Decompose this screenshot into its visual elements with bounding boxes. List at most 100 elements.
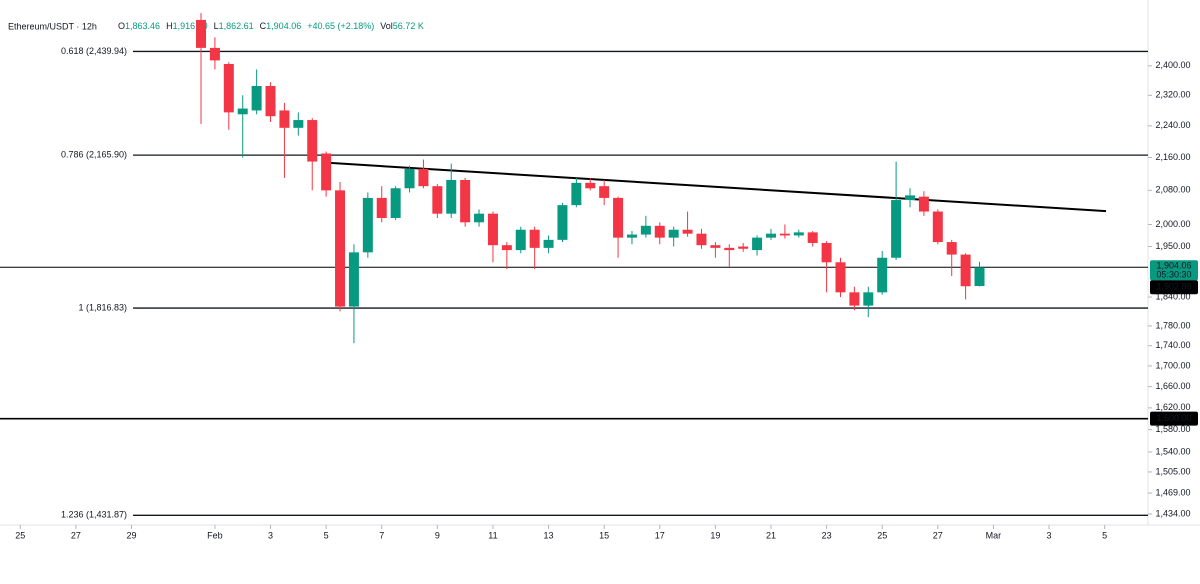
candle-body — [807, 232, 818, 243]
header-key: L — [214, 21, 219, 31]
y-tick-label: 1,740.00 — [1155, 340, 1190, 350]
candle-body — [460, 179, 471, 223]
candle-body — [821, 242, 832, 263]
candle-body — [877, 257, 888, 293]
candle-body — [752, 237, 763, 251]
y-tick-label: 1,700.00 — [1155, 360, 1190, 370]
candle-body — [487, 213, 498, 246]
fib-label: 1.236 (1,431.87) — [61, 510, 127, 520]
candle-body — [710, 245, 721, 248]
y-tick-label: 1,580.00 — [1155, 424, 1190, 434]
header-value: 1,862.61 — [219, 21, 254, 31]
candle-body — [251, 86, 262, 111]
candle-body — [626, 234, 637, 238]
ohlc-header: O1,863.46 H1,916.10 L1,862.61 C1,904.06 +40.… — [118, 21, 424, 31]
candle-body — [779, 233, 790, 236]
x-tick-label: 19 — [710, 530, 720, 540]
symbol-title: Ethereum/USDT · 12h — [8, 21, 97, 31]
support-tag-box — [1150, 411, 1198, 426]
x-tick-label: Mar — [986, 530, 1002, 540]
candle-body — [835, 262, 846, 293]
x-tick-label: 15 — [599, 530, 609, 540]
candle-body — [974, 267, 985, 287]
candle-body — [738, 246, 749, 249]
candle-body — [543, 239, 554, 248]
last-price-tag-box — [1150, 260, 1198, 281]
header-value: 1,904.06 — [266, 21, 301, 31]
y-tick-label: 1,780.00 — [1155, 320, 1190, 330]
candle-body — [946, 242, 957, 255]
candle-body — [279, 110, 290, 128]
candle-body — [905, 195, 916, 201]
candle-body — [390, 188, 401, 218]
y-tick-label: 1,434.00 — [1155, 508, 1190, 518]
candle-body — [474, 213, 485, 223]
candle-body — [529, 229, 540, 248]
candle-body — [196, 19, 207, 48]
x-tick-label: 29 — [127, 530, 137, 540]
candle-body — [321, 153, 332, 191]
candle-body — [863, 292, 874, 306]
candle-body — [960, 254, 971, 287]
candle-body — [418, 168, 429, 187]
header-value: 1,863.46 — [125, 21, 160, 31]
x-tick-label: 23 — [822, 530, 832, 540]
x-tick-label: 5 — [1102, 530, 1107, 540]
candle-body — [668, 229, 679, 238]
candle-body — [501, 245, 512, 251]
candle-body — [599, 186, 610, 198]
y-tick-label: 1,469.00 — [1155, 487, 1190, 497]
candle-body — [640, 225, 651, 235]
y-tick-label: 2,000.00 — [1155, 219, 1190, 229]
y-tick-label: 2,400.00 — [1155, 60, 1190, 70]
y-tick-label: 2,080.00 — [1155, 185, 1190, 195]
x-tick-label: 21 — [766, 530, 776, 540]
y-tick-label: 1,505.00 — [1155, 466, 1190, 476]
x-tick-label: 27 — [71, 530, 81, 540]
candle-body — [891, 200, 902, 258]
candle-body — [515, 229, 526, 251]
x-tick-label: 3 — [268, 530, 273, 540]
candle-body — [404, 168, 415, 189]
x-tick-label: 3 — [1047, 530, 1052, 540]
y-tick-label: 1,950.00 — [1155, 241, 1190, 251]
y-tick-label: 1,840.00 — [1155, 291, 1190, 301]
header-key: C — [260, 21, 267, 31]
candle-body — [682, 229, 693, 234]
last-price-tag-label: 1,904.06 — [1156, 261, 1191, 271]
header-value: +40.65 (+2.18%) — [307, 21, 374, 31]
candle-body — [696, 233, 707, 246]
fib-label: 0.618 (2,439.94) — [61, 46, 127, 56]
y-tick-label: 1,540.00 — [1155, 446, 1190, 456]
x-tick-label: 25 — [877, 530, 887, 540]
candle-body — [209, 47, 220, 61]
candle-body — [571, 182, 582, 206]
y-tick-label: 1,620.00 — [1155, 402, 1190, 412]
header-key: H — [166, 21, 173, 31]
x-tick-label: 11 — [488, 530, 497, 540]
countdown-label: 05:30:30 — [1156, 270, 1191, 280]
candle-body — [348, 252, 359, 307]
candle-body — [613, 197, 624, 238]
x-tick-label: 7 — [379, 530, 384, 540]
header-key: Vol — [380, 21, 393, 31]
candle-body — [446, 179, 457, 214]
candle-body — [432, 186, 443, 214]
candle-body — [793, 232, 804, 236]
candle-body — [237, 108, 248, 115]
header-key: O — [118, 21, 125, 31]
x-tick-label: 9 — [435, 530, 440, 540]
trend-line — [327, 161, 1107, 213]
candle-body — [362, 197, 373, 253]
y-tick-label: 2,320.00 — [1155, 90, 1190, 100]
bid-tag-label: 1,902.88 — [1156, 282, 1191, 292]
candle-body — [557, 205, 568, 240]
candle-body — [918, 196, 929, 212]
fib-label: 1 (1,816.83) — [78, 302, 127, 312]
y-tick-label: 2,240.00 — [1155, 120, 1190, 130]
candle-body — [765, 233, 776, 238]
candle-body — [585, 182, 596, 189]
x-tick-label: 27 — [933, 530, 943, 540]
candle-body — [223, 64, 234, 113]
